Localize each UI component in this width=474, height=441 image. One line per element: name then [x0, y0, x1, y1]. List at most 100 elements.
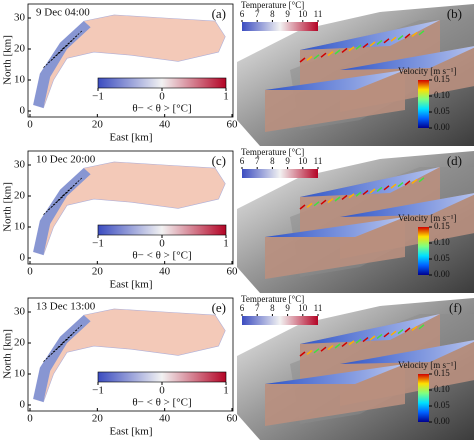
velocity-arrow	[404, 327, 411, 333]
colorbar-tick-label: 10	[298, 9, 308, 19]
colorbar-tick-label: 0.15	[434, 221, 450, 231]
colorbar-tick-label: 7	[255, 9, 260, 19]
colorbar-label: Temperature [°C]	[241, 147, 304, 157]
velocity-arrow	[299, 351, 306, 357]
x-tick-label: 60	[227, 413, 239, 425]
transect	[47, 338, 69, 358]
velocity-arrow	[334, 343, 341, 349]
temperature-section	[300, 20, 440, 50]
y-tick-label: 0	[20, 105, 26, 117]
y-tick-label: 20	[14, 43, 26, 55]
velocity-arrow	[355, 338, 362, 344]
colorbar-tick-label: 0.15	[434, 368, 450, 378]
velocity-arrow	[418, 324, 425, 330]
velocity-arrow	[355, 44, 362, 50]
colorbar-tick-label: 1	[223, 91, 229, 103]
colorbar-tick-label: 9	[285, 156, 290, 166]
transect	[57, 328, 79, 348]
velocity-arrow	[369, 335, 376, 341]
colorbar-tick-label: 8	[270, 156, 275, 166]
x-tick-label: 40	[159, 413, 171, 425]
x-axis-label: East [km]	[109, 426, 152, 438]
colorbar-label: θ− < θ > [°C]	[132, 103, 191, 115]
colorbar-label: θ− < θ > [°C]	[132, 250, 191, 262]
colorbar-tick-label: 0.05	[434, 106, 450, 116]
colorbar-label: Velocity [m s⁻¹]	[398, 66, 456, 76]
velocity-arrow	[313, 348, 320, 354]
transect	[62, 324, 83, 344]
velocity-arrow	[355, 191, 362, 197]
y-tick-label: 30	[14, 159, 26, 171]
colorbar-tick-label: 8	[270, 9, 275, 19]
x-tick-label: 0	[27, 119, 33, 131]
velocity-arrow	[418, 177, 425, 183]
colorbar	[418, 227, 429, 275]
velocity-arrow	[320, 199, 327, 205]
velocity-arrow	[306, 349, 313, 355]
colorbar-label: Temperature [°C]	[241, 0, 304, 10]
velocity-arrow	[411, 325, 418, 331]
transect	[43, 342, 64, 362]
velocity-arrow	[348, 340, 355, 346]
panel-label: (b)	[447, 6, 462, 21]
velocity-arrow	[397, 182, 404, 188]
x-tick-label: 20	[92, 413, 104, 425]
temperature-section	[265, 217, 405, 237]
temperature-section	[300, 167, 440, 197]
colorbar-label: Velocity [m s⁻¹]	[398, 213, 456, 223]
colorbar-tick-label: 0	[159, 238, 165, 250]
velocity-arrow	[320, 52, 327, 58]
x-tick-label: 0	[27, 413, 33, 425]
velocity-arrow	[369, 41, 376, 47]
x-tick-label: 20	[92, 266, 104, 278]
colorbar-tick-label: 0.00	[434, 269, 450, 279]
temperature-section	[340, 340, 474, 364]
colorbar-tick-label: 7	[255, 156, 260, 166]
y-axis-label: North [km]	[2, 329, 14, 379]
velocity-arrow	[299, 57, 306, 63]
y-tick-label: 20	[14, 337, 26, 349]
date: 10 Dec 20:00	[36, 154, 96, 166]
velocity-arrow	[376, 186, 383, 192]
velocity-arrow	[327, 345, 334, 351]
cold-edge	[33, 168, 91, 255]
velocity-arrow	[390, 330, 397, 336]
transect	[52, 39, 74, 59]
colorbar-tick-label: 6	[240, 156, 245, 166]
velocity-arrow	[418, 30, 425, 36]
date: 13 Dec 13:00	[36, 301, 96, 313]
transect	[52, 186, 74, 206]
velocity-arrow	[313, 201, 320, 207]
colorbar-label: Velocity [m s⁻¹]	[398, 360, 456, 370]
panel-label: (e)	[212, 300, 226, 315]
y-tick-label: 30	[14, 306, 26, 318]
transect	[43, 48, 64, 68]
velocity-arrow	[369, 188, 376, 194]
colorbar-tick-label: 0.10	[434, 90, 450, 100]
x-tick-label: 60	[227, 266, 239, 278]
x-tick-label: 40	[159, 119, 171, 131]
colorbar-label: θ− < θ > [°C]	[132, 397, 191, 409]
velocity-arrow	[334, 49, 341, 55]
colorbar-tick-label: 11	[314, 156, 323, 166]
x-tick-label: 40	[159, 266, 171, 278]
velocity-arrow	[341, 341, 348, 347]
transect	[47, 44, 69, 64]
colorbar	[418, 80, 429, 128]
colorbar-tick-label: 0	[159, 385, 165, 397]
velocity-arrow	[397, 329, 404, 335]
velocity-arrow	[362, 190, 369, 196]
colorbar-tick-label: 1	[223, 238, 229, 250]
colorbar-tick-label: 10	[298, 303, 308, 313]
x-axis-label: East [km]	[109, 132, 152, 144]
colorbar-label: Temperature [°C]	[241, 294, 304, 304]
velocity-arrow	[404, 180, 411, 186]
transect	[62, 30, 83, 50]
velocity-arrow	[348, 193, 355, 199]
colorbar-tick-label: 0.00	[434, 122, 450, 132]
transect	[57, 34, 79, 54]
colorbar	[97, 77, 227, 89]
y-tick-label: 30	[14, 12, 26, 24]
colorbar-tick-label: 0.05	[434, 400, 450, 410]
colorbar	[242, 316, 318, 325]
